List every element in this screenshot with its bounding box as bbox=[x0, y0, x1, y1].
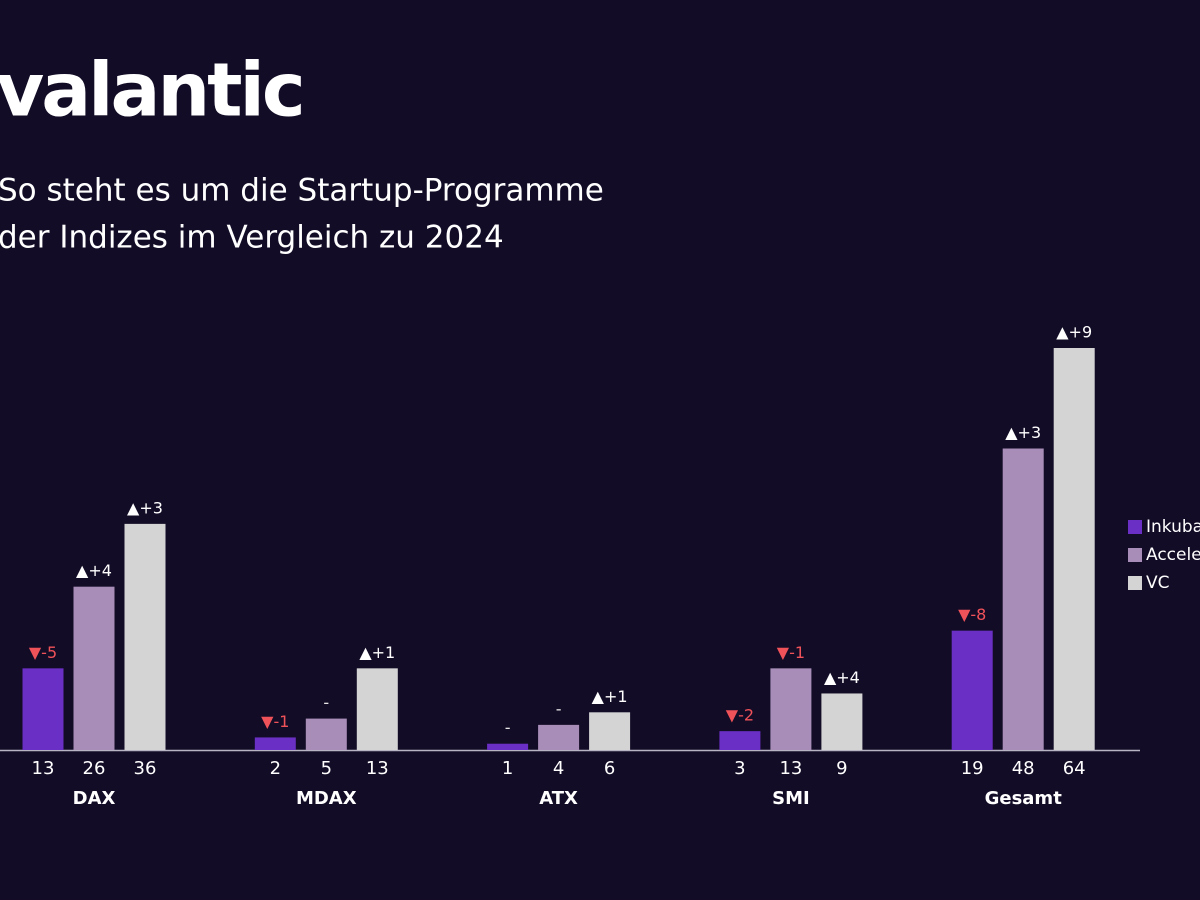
change-label: ▲+1 bbox=[592, 687, 628, 706]
change-label: ▼-8 bbox=[958, 605, 986, 624]
bar bbox=[821, 693, 863, 750]
bar bbox=[589, 712, 631, 750]
x-tick-label: DAX bbox=[73, 788, 116, 809]
value-label: 2 bbox=[270, 758, 281, 779]
change-label: ▼-1 bbox=[261, 712, 289, 731]
x-tick-label: MDAX bbox=[296, 788, 357, 809]
chart-title: So steht es um die Startup-Programme bbox=[0, 173, 604, 209]
bar bbox=[124, 523, 166, 750]
value-label: 48 bbox=[1012, 758, 1035, 779]
legend-label: Inkubator bbox=[1146, 517, 1200, 537]
change-label: ▲+9 bbox=[1056, 323, 1092, 342]
change-label: - bbox=[323, 693, 329, 712]
bar bbox=[73, 586, 115, 750]
value-label: 26 bbox=[83, 758, 106, 779]
change-label: ▲+3 bbox=[127, 498, 163, 517]
value-label: 13 bbox=[32, 758, 55, 779]
bar bbox=[538, 724, 580, 750]
value-label: 64 bbox=[1063, 758, 1086, 779]
change-label: ▲+3 bbox=[1005, 423, 1041, 442]
change-label: ▼-2 bbox=[726, 706, 754, 725]
change-label: - bbox=[505, 718, 511, 737]
legend-swatch bbox=[1128, 576, 1142, 590]
value-label: 13 bbox=[366, 758, 389, 779]
bar bbox=[254, 737, 296, 750]
value-label: 19 bbox=[961, 758, 984, 779]
value-label: 9 bbox=[836, 758, 847, 779]
value-label: 1 bbox=[502, 758, 513, 779]
value-label: 6 bbox=[604, 758, 615, 779]
value-label: 5 bbox=[321, 758, 332, 779]
value-label: 36 bbox=[134, 758, 157, 779]
legend-swatch bbox=[1128, 520, 1142, 534]
change-label: ▲+4 bbox=[76, 561, 112, 580]
x-tick-label: SMI bbox=[772, 788, 810, 809]
legend-label: Accelerator bbox=[1146, 545, 1200, 565]
bar bbox=[951, 630, 993, 750]
change-label: ▲+1 bbox=[359, 643, 395, 662]
bar bbox=[1002, 448, 1044, 750]
logo: valantic bbox=[0, 48, 303, 134]
value-label: 13 bbox=[779, 758, 802, 779]
bar bbox=[305, 718, 347, 750]
legend-swatch bbox=[1128, 548, 1142, 562]
bar bbox=[356, 668, 398, 750]
x-tick-label: Gesamt bbox=[985, 788, 1063, 809]
change-label: ▼-1 bbox=[777, 643, 805, 662]
bar bbox=[22, 668, 64, 750]
bar bbox=[1053, 348, 1095, 750]
change-label: ▼-5 bbox=[29, 643, 57, 662]
bar bbox=[487, 743, 529, 750]
bar bbox=[770, 668, 812, 750]
change-label: ▲+4 bbox=[824, 668, 860, 687]
chart-title: der Indizes im Vergleich zu 2024 bbox=[0, 220, 504, 256]
change-label: - bbox=[556, 699, 562, 718]
legend-label: VC bbox=[1146, 573, 1170, 593]
x-tick-label: ATX bbox=[539, 788, 578, 809]
value-label: 3 bbox=[734, 758, 745, 779]
value-label: 4 bbox=[553, 758, 564, 779]
bar bbox=[719, 731, 761, 750]
